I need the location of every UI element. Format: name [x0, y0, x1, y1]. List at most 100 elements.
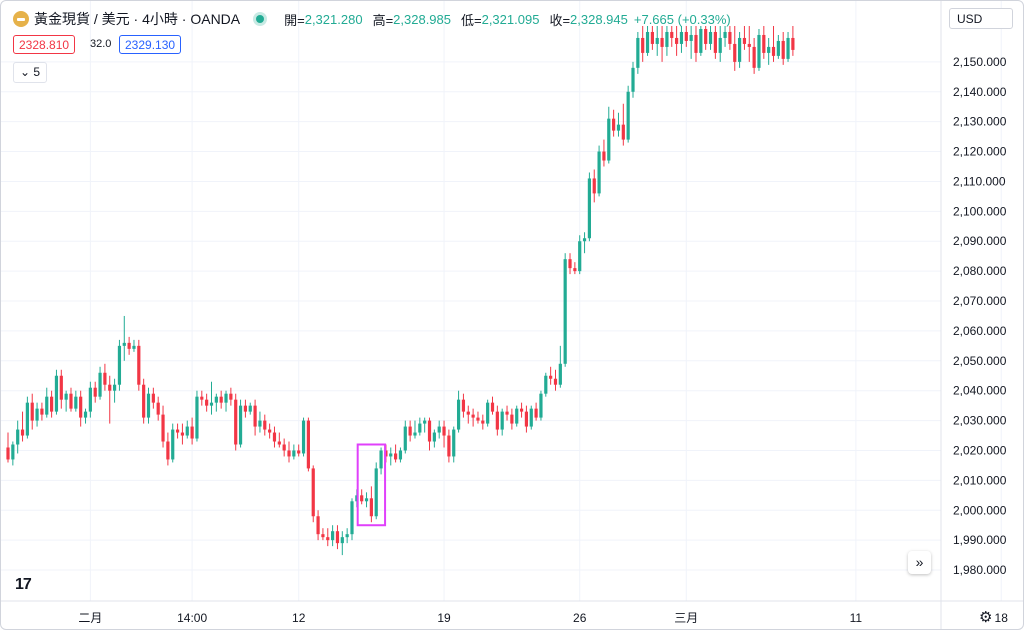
candle-body	[733, 43, 737, 62]
candle-body	[757, 34, 761, 68]
candle-body	[645, 31, 650, 53]
candle-body	[205, 399, 209, 406]
candle-body	[190, 426, 194, 439]
time-tick-label: 18	[995, 611, 1009, 625]
candle-body	[374, 468, 378, 517]
candle-body	[762, 34, 766, 53]
symbol-title[interactable]: 黃金現貨 / 美元 · 4小時 · OANDA	[34, 11, 241, 27]
gear-icon[interactable]: ⚙	[979, 609, 993, 626]
candle-body	[631, 67, 635, 92]
candle-body	[83, 411, 88, 418]
candle-body	[379, 450, 383, 469]
candle-body	[25, 402, 29, 436]
currency-select[interactable]: USD	[949, 8, 1013, 29]
candle-body	[466, 411, 470, 415]
price-tick-label: 2,080.000	[953, 264, 1007, 278]
candle-body	[74, 396, 78, 409]
candle-body	[69, 393, 73, 409]
candle-body	[103, 372, 107, 385]
candle-body	[316, 516, 320, 535]
price-tick-label: 2,020.000	[953, 443, 1007, 457]
low-key: 低=	[461, 12, 482, 28]
candle-body	[597, 151, 601, 194]
price-tick-label: 2,010.000	[953, 473, 1007, 487]
candle-body	[447, 435, 451, 457]
candle-body	[728, 31, 732, 44]
candle-body	[549, 375, 553, 379]
price-tick-label: 1,980.000	[953, 563, 1007, 577]
candle-body	[432, 432, 436, 442]
close-value: 2,328.945	[570, 11, 628, 27]
candle-body	[786, 37, 790, 59]
candle-body	[40, 408, 44, 415]
candle-body	[229, 393, 233, 400]
tradingview-logo[interactable]: 17	[15, 576, 32, 593]
candle-body	[258, 420, 262, 427]
candle-body	[427, 420, 432, 442]
candle-body	[287, 450, 291, 457]
price-axis[interactable]: 1,980.000 1,990.000 2,000.000 2,010.000 2,02…	[953, 55, 1007, 577]
candle-body	[345, 534, 349, 538]
time-tick-label: 三月	[674, 611, 698, 625]
price-tick-label: 2,120.000	[953, 145, 1007, 159]
candle-body	[767, 46, 771, 53]
candle-body	[718, 37, 722, 53]
candle-body	[171, 429, 175, 460]
price-tick-label: 2,110.000	[953, 174, 1006, 188]
candle-body	[582, 238, 587, 242]
candle-body	[737, 37, 742, 62]
candle-body	[418, 423, 422, 433]
candle-body	[292, 450, 296, 457]
candle-body	[708, 31, 713, 44]
candle-body	[282, 444, 286, 451]
candle-body	[326, 537, 330, 541]
candle-body	[713, 31, 717, 53]
candle-body	[752, 46, 756, 68]
sell-price-button[interactable]: 2328.810	[13, 35, 76, 54]
candle-body	[59, 375, 63, 400]
candle-body	[156, 402, 160, 415]
candle-body	[263, 420, 267, 430]
indicators-toggle[interactable]: ⌄ 5	[13, 62, 48, 83]
high-value: 2,328.985	[393, 11, 451, 27]
candle-body	[350, 501, 354, 535]
symbol-legend[interactable]: 黃金現貨 / 美元 · 4小時 · OANDA 開= 2,321.280 高= 2,…	[13, 9, 737, 29]
buy-price-button[interactable]: 2329.130	[119, 35, 182, 54]
candle-body	[655, 37, 659, 44]
candle-body	[209, 402, 214, 406]
candle-body	[616, 124, 621, 131]
candle-body	[272, 432, 277, 442]
candle-body	[699, 28, 703, 53]
candle-body	[621, 124, 625, 140]
candle-body	[602, 151, 606, 161]
candle-body	[650, 31, 654, 44]
candle-body	[142, 384, 146, 418]
candle-body	[461, 399, 466, 412]
price-tick-label: 2,090.000	[953, 234, 1007, 248]
candle-body	[219, 396, 223, 403]
candle-body	[442, 426, 446, 436]
candle-body	[79, 396, 83, 418]
candle-body	[456, 399, 461, 430]
candle-body	[369, 498, 373, 517]
candle-body	[268, 429, 272, 433]
candle-body	[587, 178, 591, 239]
candle-body	[626, 91, 630, 140]
candle-body	[335, 531, 340, 544]
chevron-down-icon: ⌄	[20, 65, 34, 79]
candle-body	[253, 405, 257, 427]
candle-body	[486, 402, 490, 424]
candle-body	[665, 31, 669, 47]
candle-body	[529, 408, 533, 427]
candle-body	[364, 498, 369, 502]
candle-body	[50, 396, 54, 412]
candle-body	[558, 363, 562, 385]
candle-body	[568, 259, 572, 269]
candle-body	[301, 420, 306, 454]
candle-body	[684, 31, 688, 41]
double-chevron-right-icon[interactable]: »	[908, 551, 931, 574]
candle-body	[122, 342, 126, 346]
